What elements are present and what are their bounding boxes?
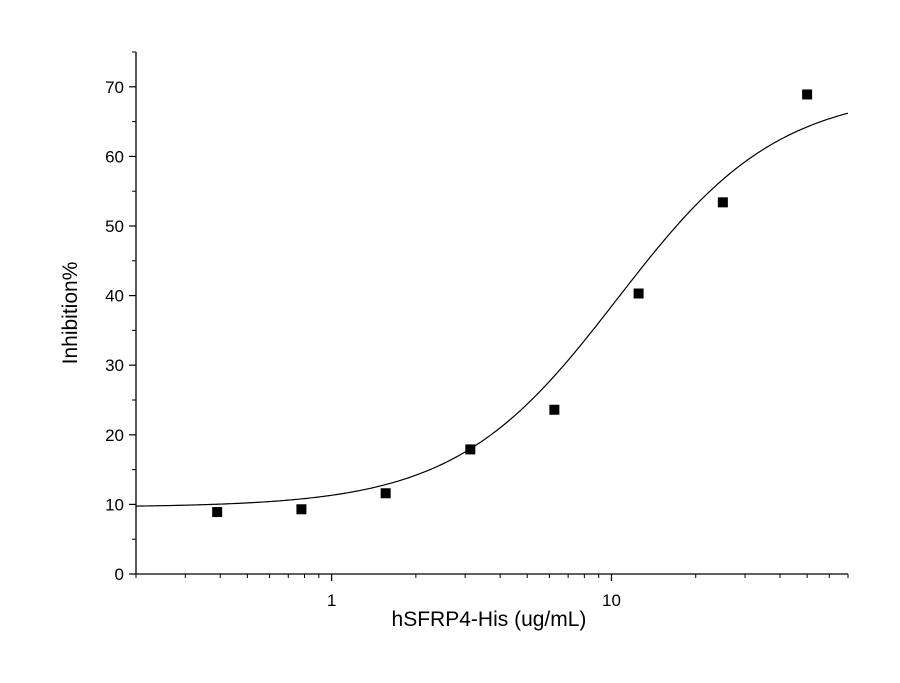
- data-point: [802, 89, 813, 100]
- data-point: [465, 444, 476, 455]
- y-tick-label: 10: [105, 495, 124, 514]
- data-point: [633, 288, 644, 299]
- x-tick-label: 1: [327, 591, 336, 610]
- x-tick-label: 10: [602, 591, 621, 610]
- y-tick-label: 60: [105, 147, 124, 166]
- data-point: [717, 197, 728, 208]
- data-point: [212, 507, 223, 518]
- y-tick-label: 70: [105, 78, 124, 97]
- x-axis-ticks: 1 10: [135, 574, 849, 610]
- y-tick-label: 20: [105, 426, 124, 445]
- data-points: [212, 89, 813, 518]
- y-tick-label: 40: [105, 287, 124, 306]
- data-point: [549, 404, 560, 415]
- fit-curve: [135, 112, 849, 507]
- plot-area: 0 10 20 30 40 50 60 70 1 10: [105, 51, 849, 610]
- y-axis-ticks: 0 10 20 30 40 50 60 70: [105, 51, 136, 584]
- y-tick-label: 50: [105, 217, 124, 236]
- data-point: [296, 504, 307, 515]
- y-tick-label: 0: [115, 565, 124, 584]
- y-tick-label: 30: [105, 356, 124, 375]
- data-point: [380, 488, 391, 499]
- x-axis-title: hSFRP4-His (ug/mL): [392, 608, 587, 631]
- y-axis-title: Inhibition%: [59, 262, 82, 365]
